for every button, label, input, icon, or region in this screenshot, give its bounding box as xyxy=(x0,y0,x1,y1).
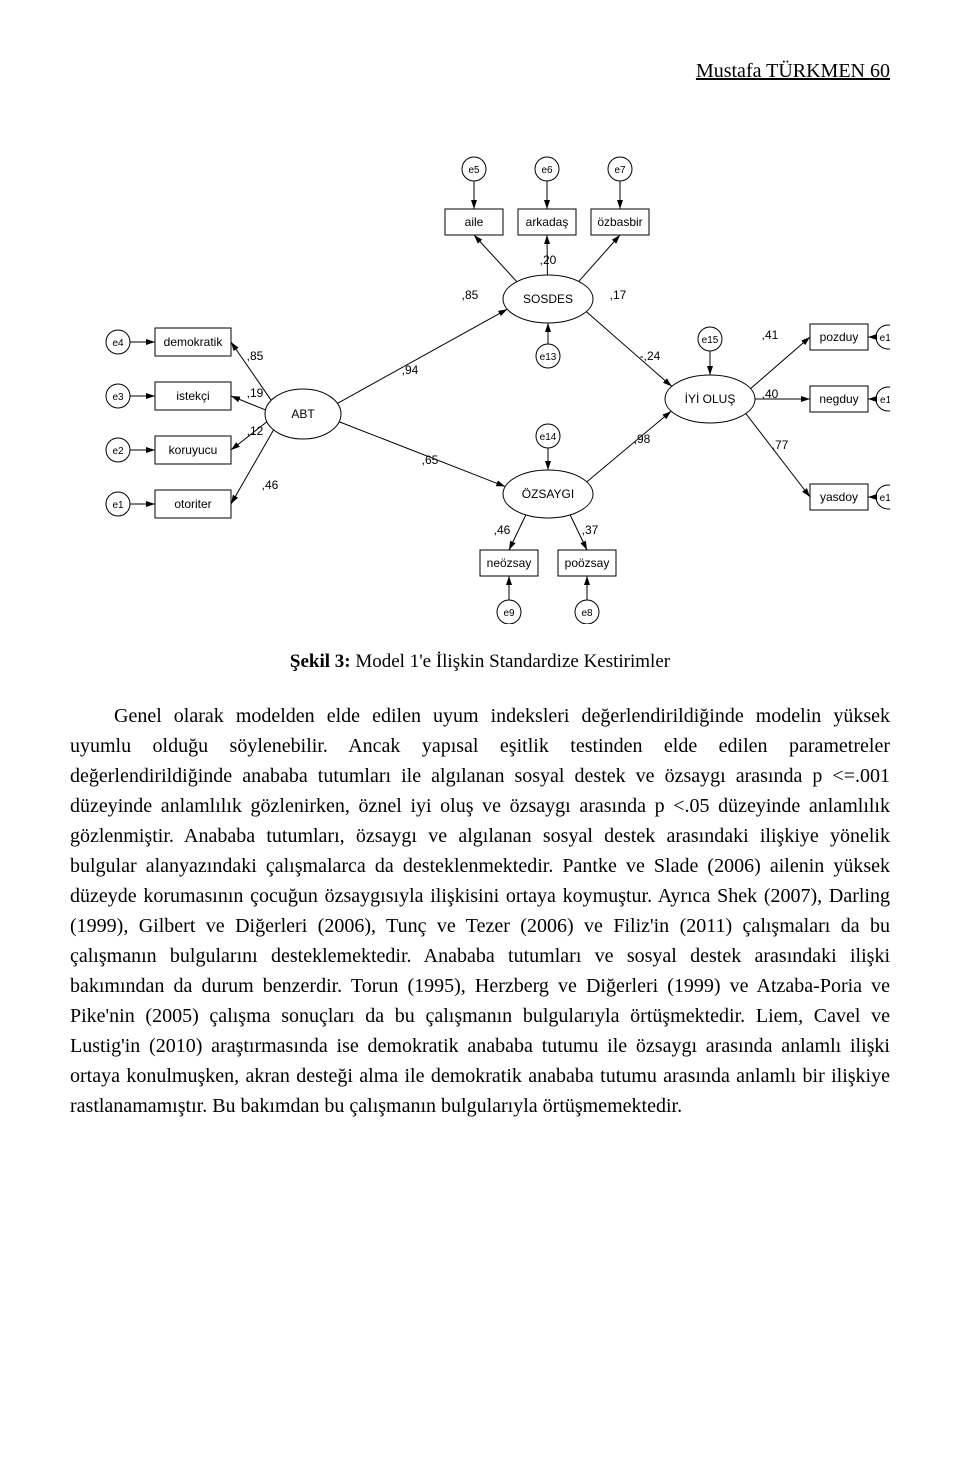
error-label-e7: e7 xyxy=(614,165,626,176)
path-iyiolus-pozduy xyxy=(751,337,810,389)
observed-label-istekci: istekçi xyxy=(176,389,209,403)
coef-sosdes-arkadas: ,20 xyxy=(540,253,557,267)
observed-label-neozsay: neözsay xyxy=(487,556,532,570)
latent-label-iyiolus: İYİ OLUŞ xyxy=(685,392,736,406)
figure-caption: Şekil 3: Model 1'e İlişkin Standardize K… xyxy=(70,648,890,677)
latent-label-sosdes: SOSDES xyxy=(523,292,573,306)
path-abt-sosdes xyxy=(337,309,507,403)
latent-label-ozsaygi: ÖZSAYGI xyxy=(522,487,574,501)
observed-label-koruyucu: koruyucu xyxy=(169,443,218,457)
coef-sosdes-aile: ,85 xyxy=(462,288,479,302)
caption-rest: Model 1'e İlişkin Standardize Kestirimle… xyxy=(351,651,670,672)
observed-label-arkadas: arkadaş xyxy=(526,215,569,229)
error-label-e4: e4 xyxy=(112,338,124,349)
error-label-e13: e13 xyxy=(540,352,557,363)
coef-abt-demokratik: ,85 xyxy=(247,349,264,363)
observed-label-pozduy: pozduy xyxy=(820,330,859,344)
error-label-e14: e14 xyxy=(540,432,557,443)
error-label-e9: e9 xyxy=(503,608,515,619)
observed-label-poozsay: poözsay xyxy=(565,556,610,570)
coef-sosdes-iyiolus: -,24 xyxy=(640,349,661,363)
error-label-e1: e1 xyxy=(112,500,124,511)
running-head: Mustafa TÜRKMEN 60 xyxy=(70,56,890,86)
path-ozsaygi-iyiolus xyxy=(587,411,671,482)
latent-label-abt: ABT xyxy=(291,407,315,421)
coef-sosdes-ozbasbir: ,17 xyxy=(610,288,627,302)
error-label-e8: e8 xyxy=(581,608,593,619)
coef-ozsaygi-neozsay: ,46 xyxy=(494,523,511,537)
coef-iyiolus-yasdoy: ,77 xyxy=(772,438,789,452)
path-sosdes-aile xyxy=(474,235,517,282)
error-label-e5: e5 xyxy=(468,165,480,176)
path-sosdes-ozbasbir xyxy=(579,235,620,281)
coef-abt-koruyucu: ,12 xyxy=(247,424,264,438)
observed-label-ozbasbir: özbasbir xyxy=(597,215,642,229)
caption-lead: Şekil 3: xyxy=(290,651,351,672)
error-label-e12: e12 xyxy=(880,493,890,504)
coef-iyiolus-pozduy: ,41 xyxy=(762,328,779,342)
author-name: Mustafa TÜRKMEN xyxy=(696,60,865,82)
observed-label-negduy: negduy xyxy=(819,392,858,406)
error-label-e3: e3 xyxy=(112,392,124,403)
error-label-e11: e11 xyxy=(880,395,890,406)
coef-iyiolus-negduy: ,40 xyxy=(762,387,779,401)
path-abt-otoriter xyxy=(231,430,274,504)
coef-abt-sosdes: ,94 xyxy=(402,363,419,377)
path-iyiolus-yasdoy xyxy=(746,414,810,497)
coef-ozsaygi-poozsay: ,37 xyxy=(582,523,599,537)
observed-label-demokratik: demokratik xyxy=(164,335,224,349)
error-label-e6: e6 xyxy=(541,165,553,176)
error-label-e2: e2 xyxy=(112,446,124,457)
error-label-e10: e10 xyxy=(880,333,890,344)
coef-abt-istekci: ,19 xyxy=(247,386,264,400)
observed-label-otoriter: otoriter xyxy=(174,497,211,511)
body-paragraph: Genel olarak modelden elde edilen uyum i… xyxy=(70,701,890,1121)
coef-abt-ozsaygi: ,65 xyxy=(422,453,439,467)
coef-ozsaygi-iyiolus: ,98 xyxy=(634,432,651,446)
observed-label-yasdoy: yasdoy xyxy=(820,490,858,504)
coef-abt-otoriter: ,46 xyxy=(262,478,279,492)
page-number: 60 xyxy=(870,60,890,82)
path-ozsaygi-neozsay xyxy=(509,515,526,550)
error-label-e15: e15 xyxy=(702,335,719,346)
sem-diagram: ABT SOSDES ÖZSAYGI İYİ OLUŞ demokratik istekç… xyxy=(70,114,890,624)
observed-label-aile: aile xyxy=(465,215,484,229)
